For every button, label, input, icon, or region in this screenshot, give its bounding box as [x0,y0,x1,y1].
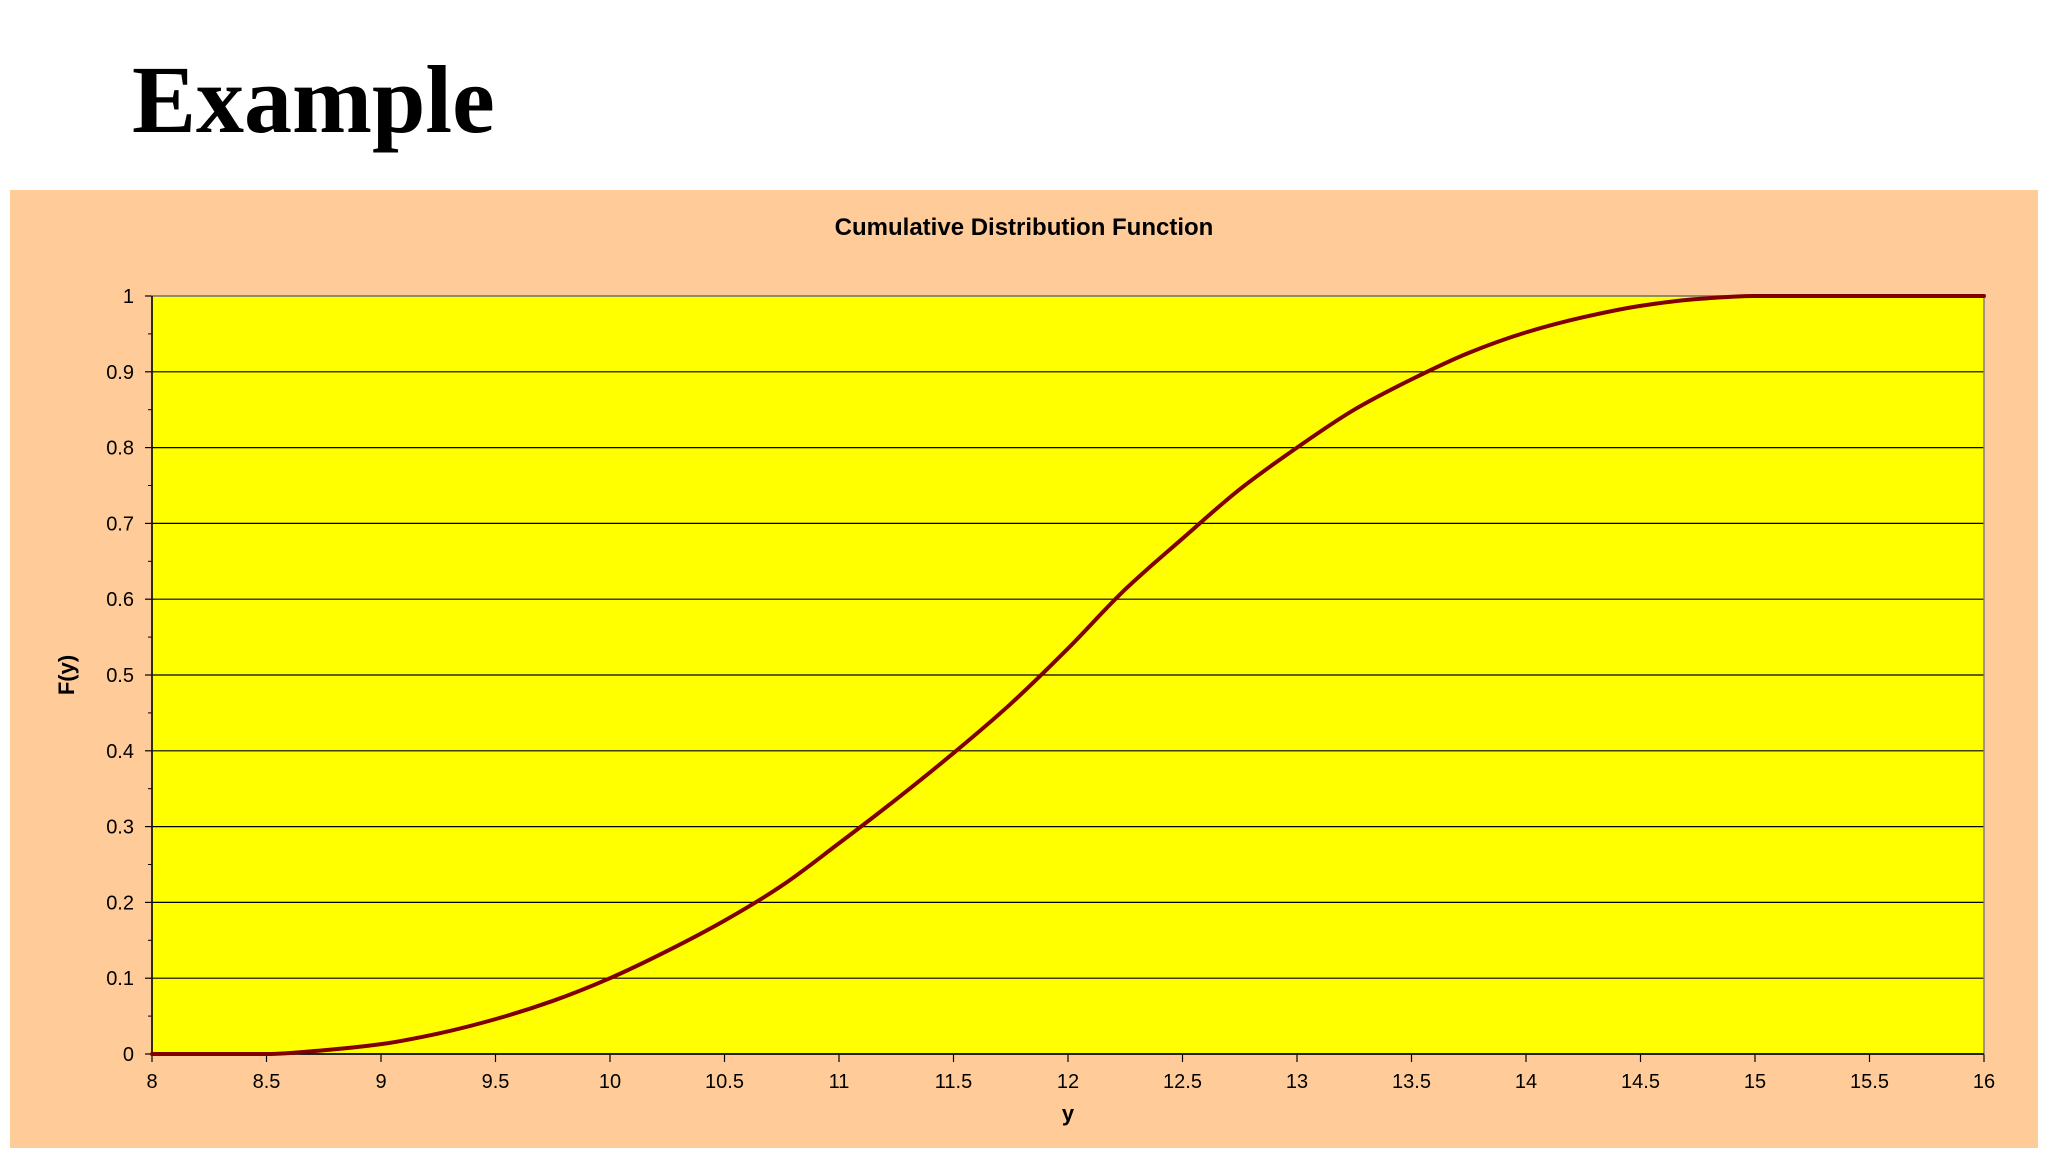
y-tick-label: 1 [123,286,134,308]
x-tick-label: 12.5 [1163,1071,1202,1093]
x-tick-label: 11.5 [935,1071,972,1093]
tick-labels: 0 0.1 0.2 0.3 0.4 0.5 0.6 0.7 0.8 0.9 1 8 8.5 9 9.5 10 1… [106,286,1995,1093]
axes [145,295,1985,1062]
y-tick-label: 0.4 [106,741,134,763]
y-tick-label: 0.1 [106,968,134,990]
cdf-curve [150,294,1986,1056]
x-tick-label: 15.5 [1850,1071,1889,1093]
x-tick-label: 10 [599,1071,621,1093]
x-tick-label: 11 [829,1071,850,1093]
x-tick-label: 16 [1973,1071,1995,1093]
x-tick-label: 8.5 [253,1071,281,1093]
chart-title: Cumulative Distribution Function [835,214,1214,241]
y-axis-title: F(y) [54,655,79,695]
x-tick-label: 15 [1744,1071,1766,1093]
x-tick-label: 13 [1286,1071,1308,1093]
y-tick-label: 0.9 [106,362,134,384]
x-tick-label: 13.5 [1392,1071,1431,1093]
slide-title: Example [132,46,495,153]
x-tick-label: 14 [1515,1071,1537,1093]
y-tick-label: 0.7 [106,513,134,535]
x-tick-label: 9.5 [482,1071,510,1093]
chart-panel: Cumulative Distribution Function 0 0.1 0.2… [10,190,2038,1148]
y-tick-label: 0.2 [106,892,134,914]
x-tick-label: 12 [1057,1071,1079,1093]
x-tick-label: 14.5 [1621,1071,1660,1093]
series-layer [150,294,1986,1056]
y-tick-label: 0 [123,1044,134,1066]
y-tick-label: 0.8 [106,438,134,460]
y-tick-label: 0.3 [106,817,134,839]
y-tick-label: 0.5 [106,665,134,687]
cdf-chart: Cumulative Distribution Function 0 0.1 0.2… [10,190,2038,1148]
y-tick-label: 0.6 [106,589,134,611]
x-tick-label: 8 [146,1071,157,1093]
x-tick-label: 9 [375,1071,386,1093]
x-axis-title: y [1062,1101,1075,1126]
x-tick-label: 10.5 [705,1071,744,1093]
